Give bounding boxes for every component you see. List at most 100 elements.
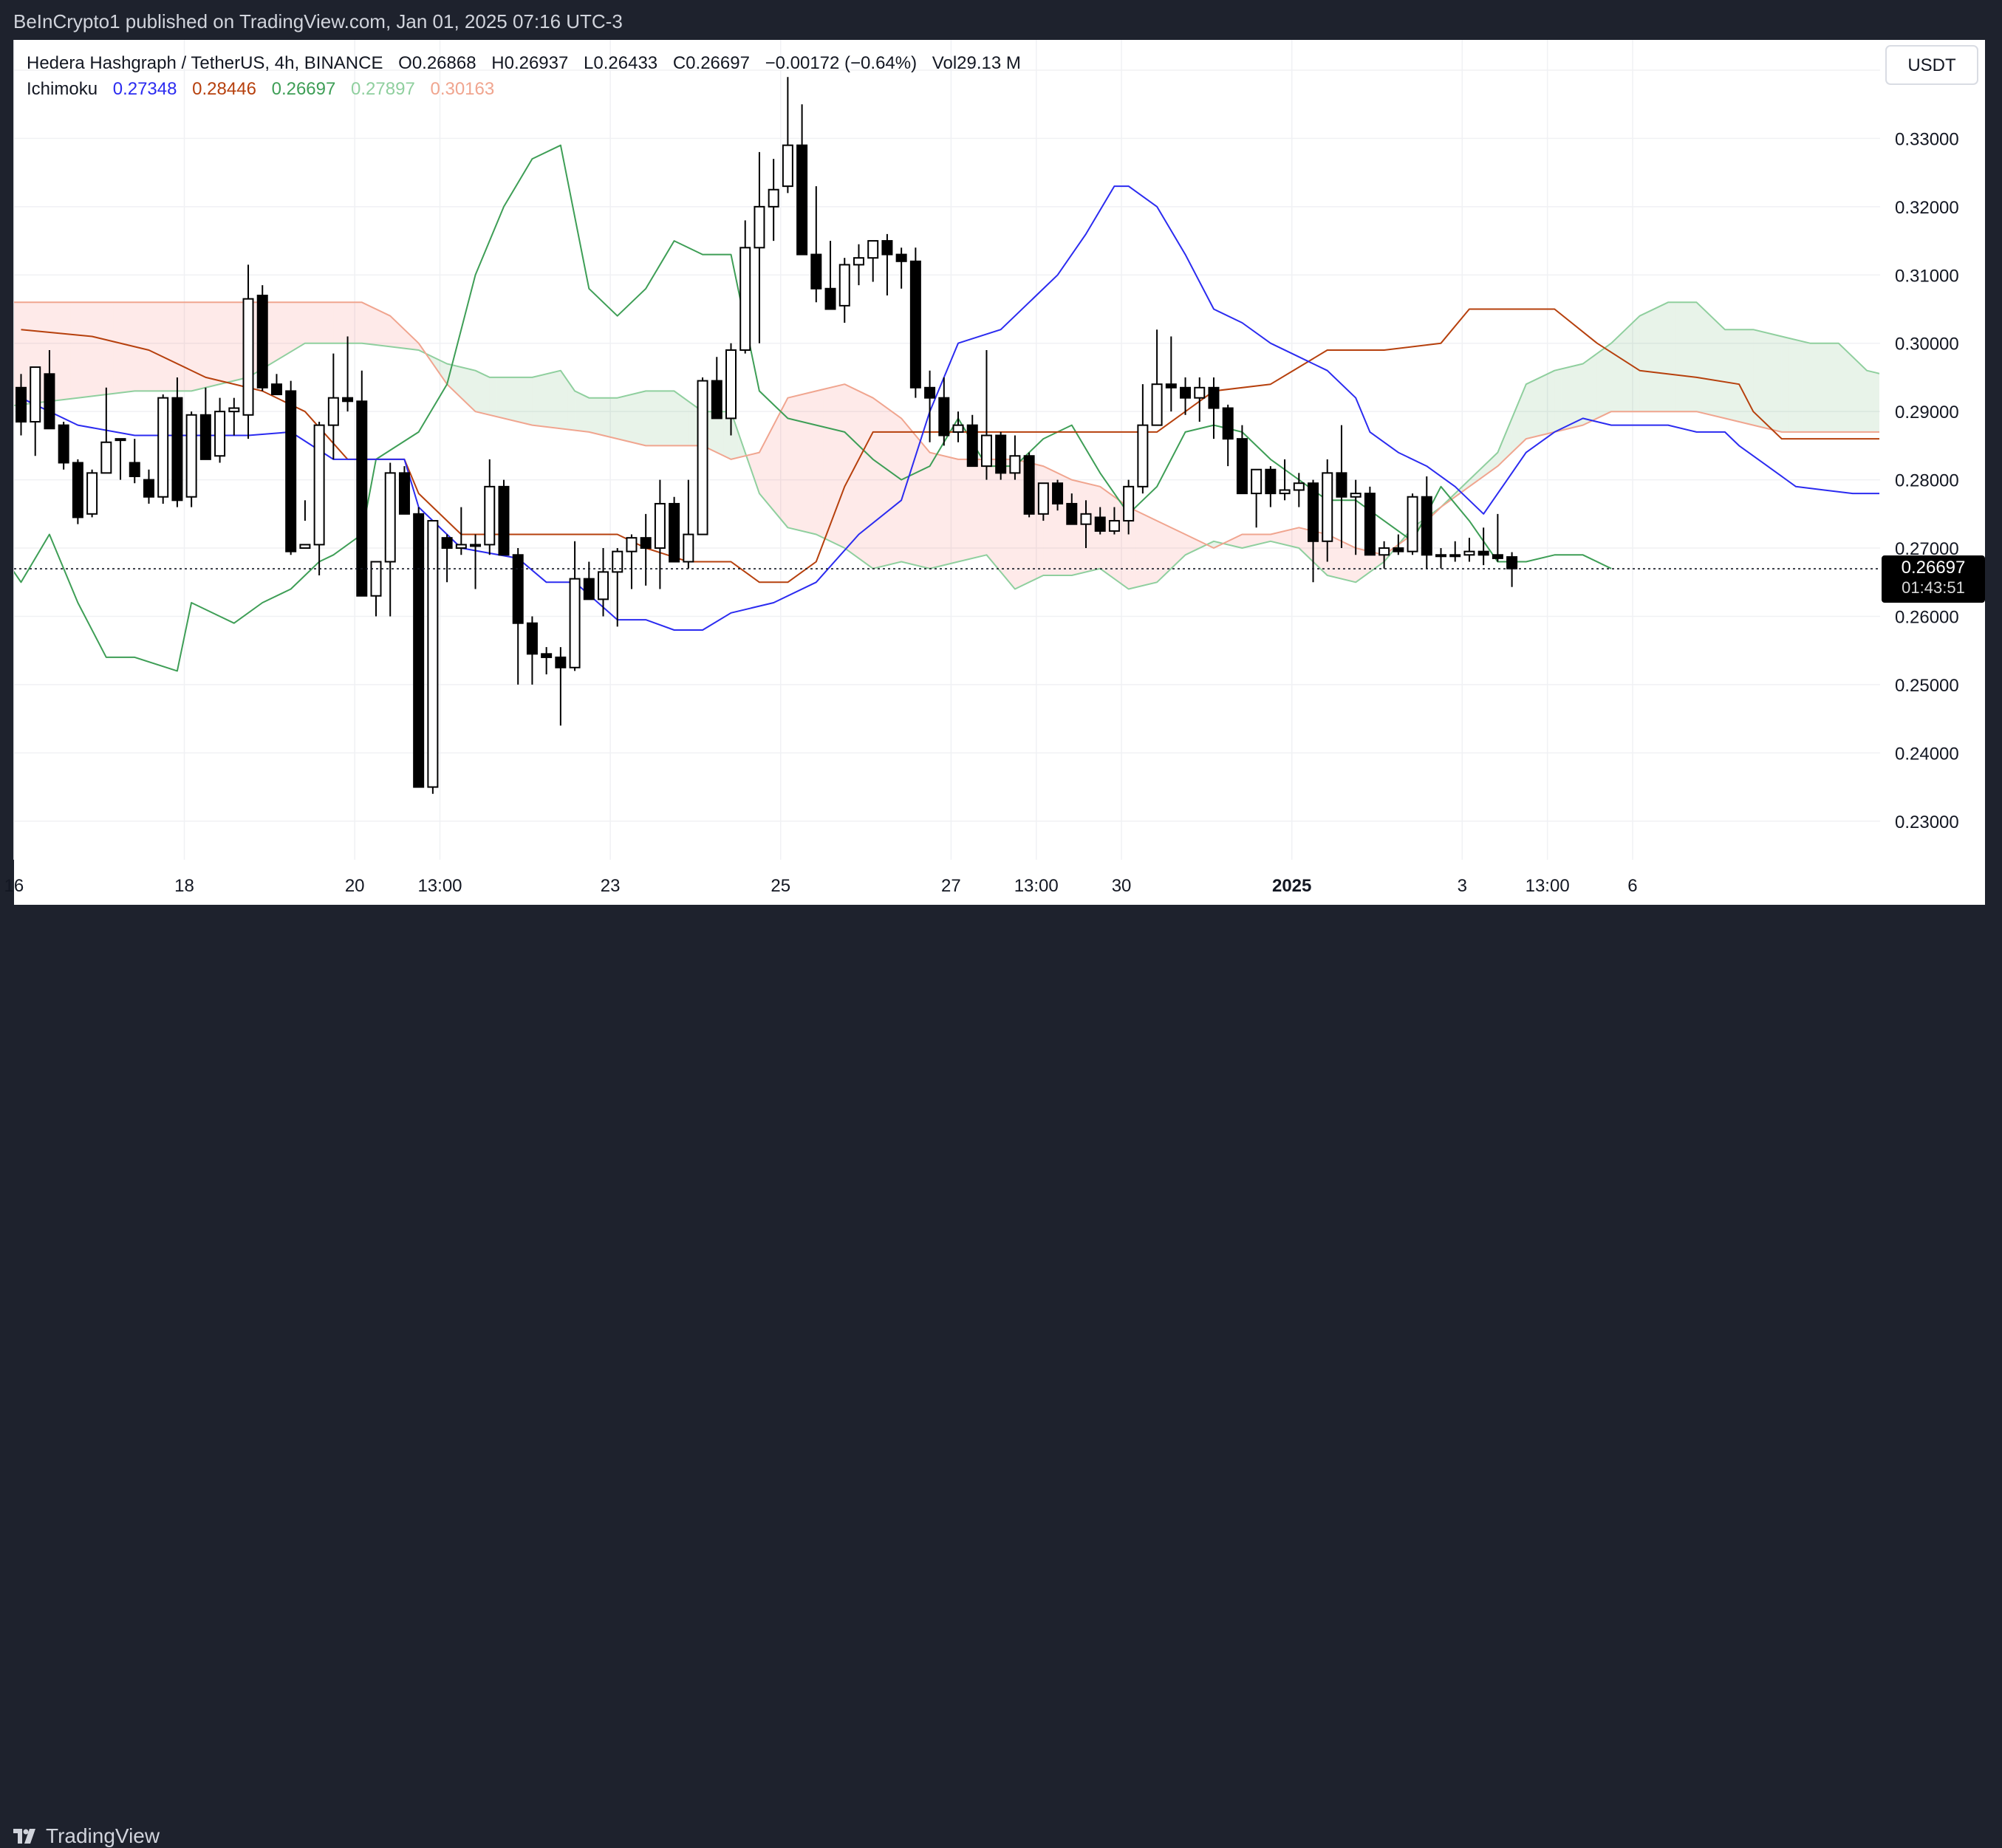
candle[interactable] bbox=[996, 432, 1005, 480]
candle[interactable] bbox=[542, 647, 551, 674]
candle[interactable] bbox=[1422, 476, 1432, 569]
candle[interactable] bbox=[712, 357, 722, 418]
candle[interactable] bbox=[1010, 436, 1019, 480]
candle[interactable] bbox=[471, 535, 480, 589]
cloud-segment bbox=[1668, 302, 1675, 411]
candle[interactable] bbox=[357, 371, 366, 596]
cloud-segment bbox=[518, 377, 525, 423]
candle[interactable] bbox=[343, 336, 352, 411]
candle[interactable] bbox=[258, 285, 267, 391]
candle[interactable] bbox=[428, 521, 437, 794]
candle[interactable] bbox=[116, 439, 126, 479]
candle[interactable] bbox=[911, 247, 920, 397]
candle[interactable] bbox=[584, 562, 594, 600]
candle[interactable] bbox=[1493, 514, 1503, 562]
tradingview-logo[interactable]: TradingView bbox=[13, 1824, 160, 1848]
candle[interactable] bbox=[1464, 538, 1474, 561]
candle[interactable] bbox=[1251, 470, 1261, 528]
cloud-segment bbox=[823, 388, 830, 541]
candle[interactable] bbox=[1351, 480, 1361, 555]
candle[interactable] bbox=[939, 377, 949, 445]
legend-row-1: Hedera Hashgraph / TetherUS, 4h, BINANCE… bbox=[27, 53, 1021, 73]
candle[interactable] bbox=[1152, 329, 1162, 425]
candle[interactable] bbox=[683, 480, 693, 569]
candle[interactable] bbox=[1209, 377, 1218, 439]
candle[interactable] bbox=[1365, 487, 1375, 555]
candle[interactable] bbox=[570, 541, 580, 671]
candle[interactable] bbox=[286, 381, 295, 555]
candle[interactable] bbox=[201, 388, 211, 459]
candle[interactable] bbox=[669, 497, 679, 562]
candle[interactable] bbox=[499, 480, 508, 555]
candle[interactable] bbox=[1336, 425, 1346, 548]
candle[interactable] bbox=[954, 411, 963, 442]
candle[interactable] bbox=[556, 647, 565, 725]
candle[interactable] bbox=[414, 507, 423, 787]
candle[interactable] bbox=[982, 350, 991, 480]
candle[interactable] bbox=[1025, 453, 1034, 518]
candle[interactable] bbox=[1436, 548, 1446, 569]
cloud-segment bbox=[1562, 367, 1569, 431]
x-tick-label: 13:00 bbox=[1526, 876, 1570, 896]
candle[interactable] bbox=[1265, 466, 1275, 507]
candle-body bbox=[357, 401, 366, 595]
candle[interactable] bbox=[372, 562, 381, 617]
candle[interactable] bbox=[215, 398, 225, 463]
candle-body bbox=[286, 391, 295, 551]
candle[interactable] bbox=[400, 466, 409, 514]
candle[interactable] bbox=[73, 459, 83, 524]
candle[interactable] bbox=[840, 258, 850, 323]
cloud-segment bbox=[1015, 459, 1022, 589]
candle[interactable] bbox=[443, 535, 452, 583]
candle[interactable] bbox=[144, 470, 154, 504]
candle[interactable] bbox=[59, 422, 69, 470]
candle[interactable] bbox=[329, 354, 338, 459]
currency-button[interactable]: USDT bbox=[1886, 46, 1978, 84]
candle[interactable] bbox=[598, 548, 608, 616]
candle[interactable] bbox=[1450, 541, 1460, 562]
candle[interactable] bbox=[612, 548, 622, 626]
candle[interactable] bbox=[1308, 480, 1318, 583]
candle[interactable] bbox=[187, 411, 197, 507]
y-axis[interactable]: 0.340000.330000.320000.310000.300000.290… bbox=[1895, 61, 1959, 832]
cloud-segment bbox=[553, 371, 561, 429]
cloud-segment bbox=[148, 302, 156, 391]
candle[interactable] bbox=[158, 394, 168, 504]
candle[interactable] bbox=[740, 220, 750, 353]
candle[interactable] bbox=[868, 241, 878, 281]
candle[interactable] bbox=[882, 234, 892, 295]
candle[interactable] bbox=[87, 470, 97, 518]
candle[interactable] bbox=[797, 104, 807, 254]
candle[interactable] bbox=[1408, 493, 1418, 555]
candle[interactable] bbox=[30, 367, 40, 456]
candle[interactable] bbox=[1393, 535, 1403, 555]
candle[interactable] bbox=[769, 159, 779, 241]
candle[interactable] bbox=[172, 377, 182, 507]
candle[interactable] bbox=[229, 398, 239, 436]
candle[interactable] bbox=[272, 374, 281, 394]
candle[interactable] bbox=[655, 480, 665, 589]
candle[interactable] bbox=[783, 77, 793, 193]
candle[interactable] bbox=[1166, 336, 1176, 411]
candle[interactable] bbox=[300, 500, 310, 548]
candle[interactable] bbox=[527, 616, 537, 684]
candle[interactable] bbox=[897, 247, 906, 288]
candle[interactable] bbox=[968, 415, 977, 466]
cloud-segment bbox=[1540, 374, 1548, 435]
candle[interactable] bbox=[386, 462, 395, 616]
candle[interactable] bbox=[811, 186, 821, 302]
candle[interactable] bbox=[626, 535, 636, 589]
candle[interactable] bbox=[1507, 552, 1517, 587]
candle-body bbox=[939, 398, 949, 436]
candle[interactable] bbox=[485, 459, 494, 555]
candle[interactable] bbox=[315, 422, 324, 575]
candle[interactable] bbox=[130, 439, 140, 483]
candle[interactable] bbox=[1138, 384, 1147, 493]
candle[interactable] bbox=[244, 264, 253, 439]
candle[interactable] bbox=[854, 244, 864, 285]
candle[interactable] bbox=[754, 152, 764, 343]
candle[interactable] bbox=[1223, 405, 1233, 466]
price-chart[interactable]: 0.340000.330000.320000.310000.300000.290… bbox=[0, 0, 2002, 957]
candle[interactable] bbox=[698, 377, 708, 535]
